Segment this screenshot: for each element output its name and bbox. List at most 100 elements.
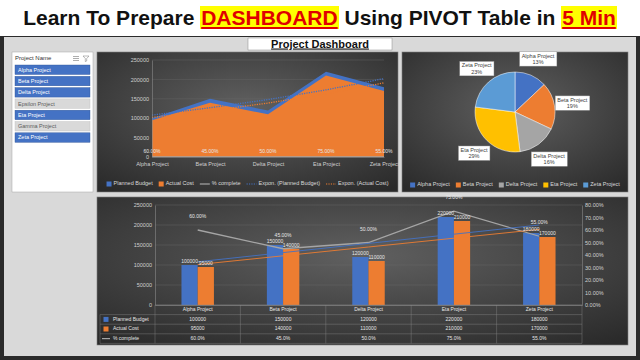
slicer-item-label: Delta Project — [18, 89, 50, 95]
line — [152, 83, 384, 118]
tick-label: 100000 — [131, 115, 149, 121]
tick-label: 150000 — [134, 242, 152, 248]
data-label-box: Beta Project19% — [555, 96, 589, 110]
tick-label: 20.00% — [585, 277, 604, 283]
chart: Alpha Project13%Beta Project19%Delta Pro… — [459, 52, 590, 166]
legend-swatch — [159, 182, 164, 187]
data-label-value: 23% — [471, 69, 482, 75]
data-label: 50.00% — [360, 226, 378, 232]
tick: 150000 — [134, 242, 155, 248]
legend-label: % complete — [113, 335, 139, 341]
bar — [352, 257, 368, 305]
data-label: 75.00% — [445, 194, 463, 200]
legend-swatch — [456, 183, 461, 188]
legend-swatch — [499, 183, 504, 188]
slicer-item — [15, 76, 90, 86]
table-cell: 95000 — [191, 325, 205, 331]
data-label: 220000 — [437, 210, 454, 216]
tick: 50000 — [137, 282, 155, 288]
grid-line — [155, 205, 582, 206]
data-labels: Alpha Project13%Beta Project19%Delta Pro… — [459, 52, 590, 166]
data-label: 55.00% — [376, 148, 394, 154]
axis-line — [152, 61, 153, 158]
data-label-background — [555, 96, 589, 110]
data-labels: 60.00%45.00%50.00%75.00%55.00% — [144, 148, 394, 154]
banner-text: Using PIVOT Table in — [339, 6, 561, 29]
table-rule — [100, 343, 582, 344]
slicer-item-label: Zeta Project — [18, 134, 48, 140]
chart: 60.00%45.00%50.00%75.00%55.00%0500001000… — [131, 57, 400, 167]
tick: 200000 — [131, 77, 152, 83]
tick: 80.00% — [582, 202, 604, 208]
tick-label: 0.00% — [585, 302, 601, 308]
data-label-category: Beta Project — [557, 97, 587, 103]
data-label-box: Eta Project29% — [459, 146, 490, 160]
axis-line — [155, 206, 156, 306]
table-cell: 75.0% — [447, 335, 462, 341]
legend-label: Zeta Project — [590, 181, 620, 187]
data-label: 180000 — [523, 226, 540, 232]
page-background — [0, 0, 640, 360]
tick-label: 250000 — [131, 57, 149, 63]
tick: 0.00% — [582, 302, 601, 308]
tick: 60.00% — [582, 227, 604, 233]
data-label: Alpha Project13% — [522, 53, 555, 65]
table-rule — [100, 314, 582, 315]
slicer-item — [15, 122, 90, 132]
tick-label: 0 — [149, 302, 152, 308]
tick-label: 200000 — [131, 77, 149, 83]
table-header: Eta Project — [442, 306, 467, 312]
data-label-value: 29% — [468, 153, 479, 159]
data-label-background — [520, 52, 557, 66]
slicer-item — [15, 133, 90, 143]
table-cell: 55.0% — [532, 335, 547, 341]
data-label: 45.00% — [275, 232, 293, 238]
tick: Alpha Project — [136, 157, 169, 167]
tick: 30.00% — [582, 265, 604, 271]
chart: 1000001500001200002200001800009500014000… — [100, 194, 604, 343]
area — [152, 72, 384, 157]
tick: 50000 — [134, 135, 152, 141]
data-label: 60.00% — [189, 213, 207, 219]
slicer-item-label: Gamma Project — [18, 123, 57, 129]
legend-label: % complete — [212, 180, 241, 186]
table-header: Beta Project — [269, 306, 297, 312]
table-rule — [155, 305, 156, 343]
banner-highlight: 5 Min — [561, 6, 617, 29]
slicer-item-label: Alpha Project — [18, 67, 51, 73]
axis-line — [153, 157, 385, 158]
data-label: 210000 — [454, 214, 471, 220]
legend-swatch — [326, 183, 336, 184]
y-axis: 050000100000150000200000250000 — [134, 202, 156, 308]
table-rule — [411, 305, 412, 343]
tick-label: 50.00% — [585, 240, 604, 246]
table-cell: 220000 — [446, 316, 463, 322]
tick-label: 10.00% — [585, 290, 604, 296]
data-label-box: Alpha Project13% — [520, 52, 557, 66]
slicer-item — [15, 65, 90, 75]
tick: 250000 — [131, 57, 152, 63]
trendline — [198, 229, 540, 264]
data-label: 50.00% — [260, 148, 278, 154]
banner-highlight: DASHBOARD — [200, 6, 339, 29]
x-axis: Alpha ProjectBeta ProjectDelta ProjectEt… — [136, 157, 400, 167]
slicer-icon — [83, 56, 89, 62]
sheet — [4, 37, 636, 356]
data-label: 170000 — [539, 230, 556, 236]
slicer-item-label: Eta Project — [18, 112, 45, 118]
grid-line — [152, 157, 384, 158]
table-cell: 100000 — [189, 316, 206, 322]
table-rule — [100, 315, 101, 344]
grid-line — [152, 60, 384, 61]
table-header: Alpha Project — [183, 306, 213, 312]
pie-slices — [475, 72, 555, 152]
banner-text: Learn To Prepare — [23, 6, 200, 29]
tick-label: 150000 — [131, 96, 149, 102]
legend-swatch — [102, 338, 110, 339]
grid — [152, 60, 384, 157]
legend-label: Delta Project — [506, 181, 538, 187]
legend-swatch — [583, 183, 588, 188]
tick-label: 40.00% — [585, 252, 604, 258]
bar — [181, 265, 197, 305]
tick-label: 70.00% — [585, 215, 604, 221]
